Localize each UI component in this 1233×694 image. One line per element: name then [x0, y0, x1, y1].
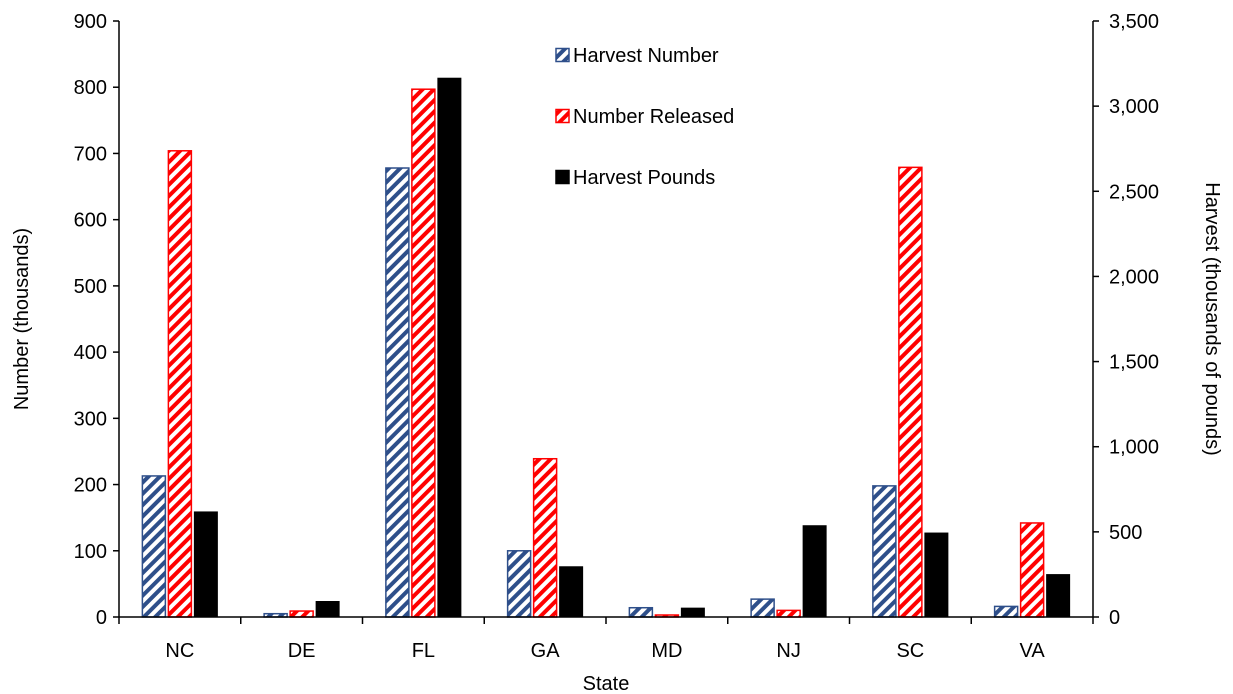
x-tick-label: DE	[288, 640, 316, 662]
y2-tick-label: 2,000	[1109, 266, 1159, 288]
legend-label-number-released: Number Released	[573, 106, 734, 128]
y-tick-label: 100	[74, 541, 107, 563]
x-axis-title: State	[583, 673, 630, 694]
y-tick-label: 600	[74, 210, 107, 232]
x-tick-label: FL	[412, 640, 435, 662]
legend-label-harvest-pounds: Harvest Pounds	[573, 167, 715, 189]
axes-layer: 0 100 200 300 400 500 600 700 800 900 0 500 1,000 1,5…	[74, 11, 1159, 662]
y2-tick-label: 500	[1109, 522, 1142, 544]
bar-number-released-fl	[411, 88, 436, 618]
bars-layer	[141, 77, 1071, 618]
bar-number-released-va	[1019, 522, 1045, 618]
x-tick-label: MD	[651, 640, 682, 662]
bar-harvest-number-fl	[385, 167, 410, 618]
legend: Harvest Number Number Released Harvest Pou…	[555, 45, 734, 189]
y-tick-label: 300	[74, 408, 107, 430]
bar-harvest-pounds-ga	[559, 566, 584, 618]
y-axis-title: Number (thousands)	[11, 228, 33, 410]
bar-number-released-de	[289, 610, 314, 618]
bar-number-released-nc	[167, 150, 193, 618]
x-tick-label: VA	[1020, 640, 1046, 662]
y-tick-label: 800	[74, 77, 107, 99]
y2-axis-title: Harvest (thousands of pounds)	[1201, 182, 1223, 456]
bar-harvest-pounds-va	[1046, 574, 1071, 618]
bar-harvest-pounds-md	[680, 607, 705, 618]
y2-tick-label: 3,500	[1109, 11, 1159, 33]
bar-harvest-pounds-nc	[193, 511, 218, 618]
bar-harvest-number-nj	[750, 598, 775, 618]
bar-harvest-pounds-fl	[437, 77, 462, 618]
y2-tick-label: 0	[1109, 607, 1120, 629]
legend-swatch-harvest-pounds	[555, 169, 570, 185]
x-tick-label: NJ	[776, 640, 800, 662]
legend-swatch-number-released	[555, 108, 570, 124]
y-tick-label: 400	[74, 342, 107, 364]
bar-harvest-number-md	[628, 606, 654, 618]
x-tick-label: GA	[531, 640, 561, 662]
y-tick-label: 200	[74, 475, 107, 497]
bar-number-released-nj	[776, 609, 801, 618]
bar-harvest-number-sc	[872, 485, 897, 618]
y-tick-label: 500	[74, 276, 107, 298]
bar-harvest-pounds-de	[315, 601, 340, 618]
legend-label-harvest-number: Harvest Number	[573, 45, 719, 67]
legend-swatch-harvest-number	[555, 47, 570, 63]
bar-harvest-pounds-nj	[802, 525, 827, 618]
bar-harvest-number-va	[993, 605, 1019, 618]
x-tick-label: NC	[165, 640, 194, 662]
x-tick-label: SC	[896, 640, 924, 662]
bar-number-released-ga	[532, 457, 558, 618]
y-tick-label: 700	[74, 143, 107, 165]
y2-tick-label: 2,500	[1109, 181, 1159, 203]
y-tick-label: 900	[74, 11, 107, 33]
bar-harvest-pounds-sc	[924, 532, 949, 618]
bar-harvest-number-nc	[141, 475, 167, 618]
y2-tick-label: 3,000	[1109, 96, 1159, 118]
bar-harvest-number-ga	[506, 550, 532, 618]
y2-tick-label: 1,000	[1109, 437, 1159, 459]
y2-tick-label: 1,500	[1109, 352, 1159, 374]
bar-number-released-sc	[898, 166, 923, 618]
y-tick-label: 0	[96, 607, 107, 629]
